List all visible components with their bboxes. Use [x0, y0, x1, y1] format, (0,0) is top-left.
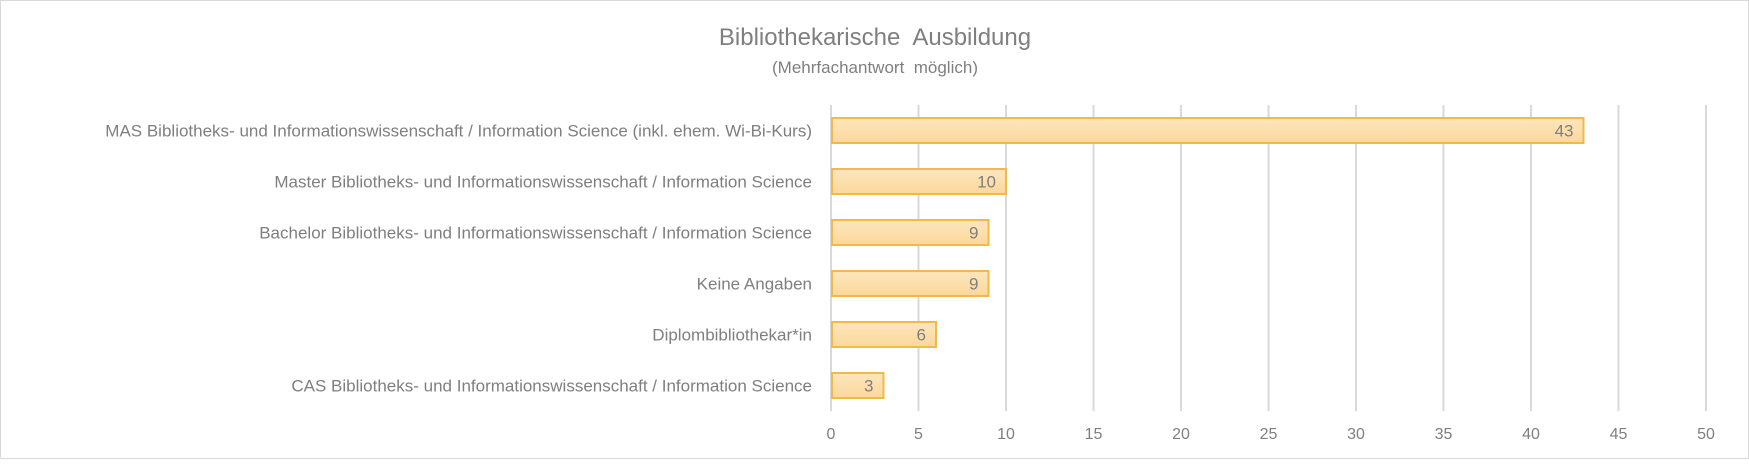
x-tick-label: 45 — [1610, 426, 1628, 443]
data-label: 43 — [1555, 122, 1574, 141]
bar — [831, 270, 990, 297]
chart-subtitle: (Mehrfachantwort möglich) — [772, 58, 978, 77]
data-label: 10 — [977, 173, 996, 192]
x-tick-label: 50 — [1697, 426, 1715, 443]
data-label: 9 — [969, 275, 978, 294]
category-label: Diplombibliothekar*in — [652, 326, 812, 345]
bar — [831, 117, 1585, 144]
x-tick-label: 25 — [1260, 426, 1278, 443]
data-label: 3 — [864, 377, 873, 396]
x-tick-label: 10 — [997, 426, 1015, 443]
category-label: CAS Bibliotheks- und Informationswissens… — [291, 377, 812, 396]
x-tick-label: 0 — [827, 426, 836, 443]
x-tick-label: 5 — [914, 426, 923, 443]
category-label: MAS Bibliotheks- und Informationswissens… — [105, 122, 812, 141]
data-label: 6 — [917, 326, 926, 345]
x-tick-label: 20 — [1172, 426, 1190, 443]
bar — [831, 168, 1007, 195]
bar — [831, 321, 937, 348]
data-label: 9 — [969, 224, 978, 243]
x-tick-label: 40 — [1522, 426, 1540, 443]
bar — [831, 219, 990, 246]
category-label: Bachelor Bibliotheks- und Informationswi… — [259, 224, 812, 243]
x-tick-label: 30 — [1347, 426, 1365, 443]
chart-title: Bibliothekarische Ausbildung — [719, 24, 1031, 51]
x-tick-label: 15 — [1085, 426, 1103, 443]
bar — [831, 372, 885, 399]
category-label: Master Bibliotheks- und Informationswiss… — [274, 173, 812, 192]
category-label: Keine Angaben — [697, 275, 812, 294]
x-tick-label: 35 — [1435, 426, 1453, 443]
